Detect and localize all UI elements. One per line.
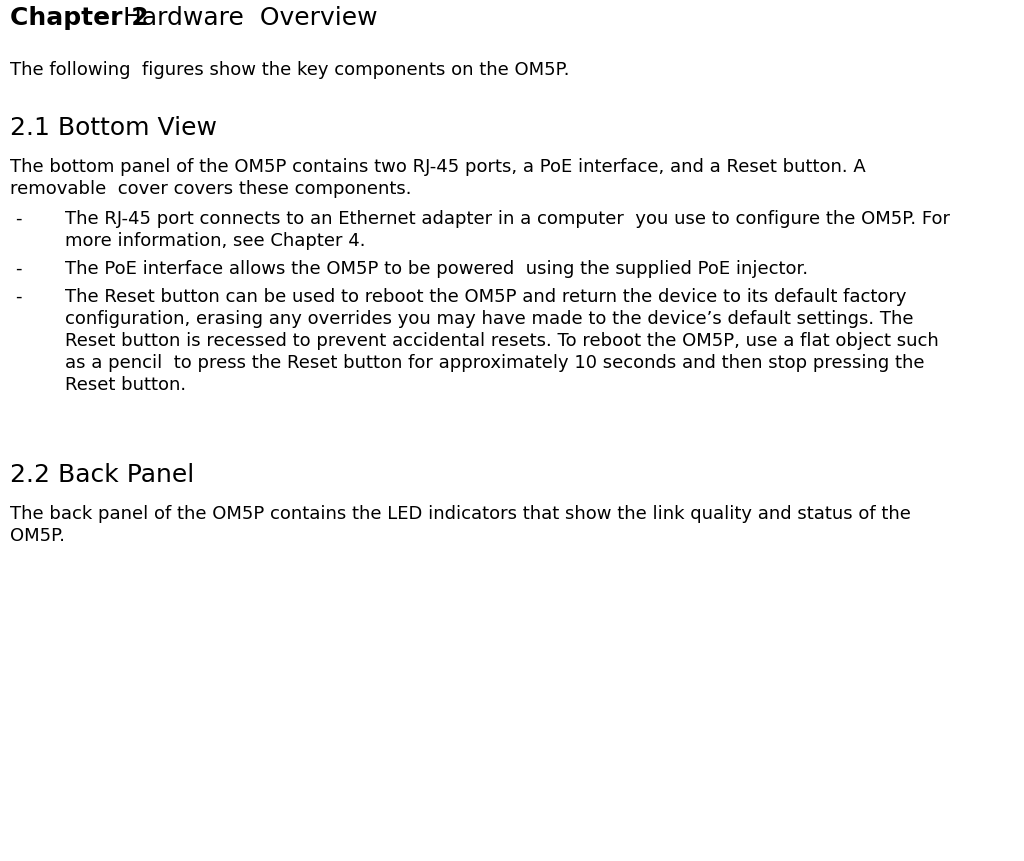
- Text: -: -: [15, 260, 22, 278]
- Text: more information, see Chapter 4.: more information, see Chapter 4.: [65, 232, 366, 250]
- Text: Reset button.: Reset button.: [65, 375, 186, 393]
- Text: -: -: [15, 210, 22, 228]
- Text: configuration, erasing any overrides you may have made to the device’s default s: configuration, erasing any overrides you…: [65, 310, 913, 328]
- Text: as a pencil  to press the Reset button for approximately 10 seconds and then sto: as a pencil to press the Reset button fo…: [65, 354, 925, 372]
- Text: The RJ-45 port connects to an Ethernet adapter in a computer  you use to configu: The RJ-45 port connects to an Ethernet a…: [65, 210, 950, 228]
- Text: 2.2 Back Panel: 2.2 Back Panel: [10, 462, 195, 486]
- Text: Reset button is recessed to prevent accidental resets. To reboot the OM5P, use a: Reset button is recessed to prevent acci…: [65, 331, 939, 350]
- Text: Hardware  Overview: Hardware Overview: [115, 6, 378, 30]
- Text: The PoE interface allows the OM5P to be powered  using the supplied PoE injector: The PoE interface allows the OM5P to be …: [65, 260, 808, 278]
- Text: Chapter 2: Chapter 2: [10, 6, 148, 30]
- Text: The back panel of the OM5P contains the LED indicators that show the link qualit: The back panel of the OM5P contains the …: [10, 505, 911, 523]
- Text: OM5P.: OM5P.: [10, 526, 65, 544]
- Text: removable  cover covers these components.: removable cover covers these components.: [10, 180, 412, 198]
- Text: -: -: [15, 288, 22, 306]
- Text: The bottom panel of the OM5P contains two RJ-45 ports, a PoE interface, and a Re: The bottom panel of the OM5P contains tw…: [10, 158, 865, 176]
- Text: The Reset button can be used to reboot the OM5P and return the device to its def: The Reset button can be used to reboot t…: [65, 288, 906, 306]
- Text: The following  figures show the key components on the OM5P.: The following figures show the key compo…: [10, 61, 569, 79]
- Text: 2.1 Bottom View: 2.1 Bottom View: [10, 116, 217, 139]
